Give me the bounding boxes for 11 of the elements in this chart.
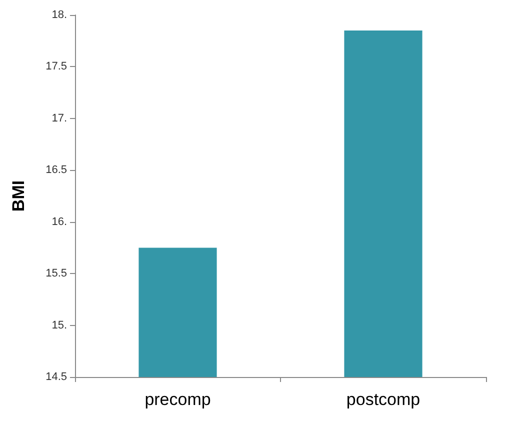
y-tick-label: 14.5: [46, 371, 67, 383]
y-axis-title: BMI: [9, 180, 28, 212]
y-tick-label: 15.5: [46, 268, 67, 280]
x-tick-label: precomp: [144, 390, 211, 409]
y-tick-label: 17.: [52, 112, 67, 124]
x-tick-label: postcomp: [346, 390, 420, 409]
y-tick-label: 15.: [52, 319, 67, 332]
y-tick-label: 16.: [52, 216, 67, 228]
y-tick-label: 17.5: [46, 60, 67, 73]
y-tick-label: 16.5: [46, 164, 67, 176]
y-tick-label: 18.: [52, 9, 67, 21]
